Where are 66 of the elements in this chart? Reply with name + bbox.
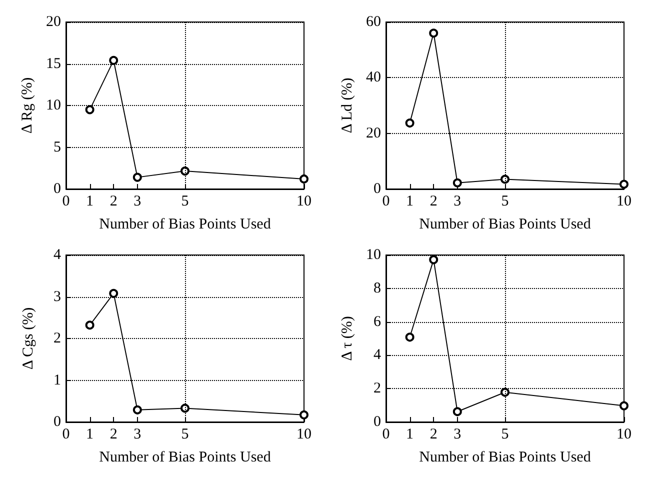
y-axis-title: Δ Rg (%)	[20, 77, 36, 134]
point	[109, 56, 118, 65]
point	[405, 332, 414, 342]
point	[429, 28, 438, 38]
x-tick-label: 1	[86, 426, 94, 442]
y-tick-label: 0	[54, 414, 61, 430]
x-axis-title: Number of Bias Points Used	[419, 450, 592, 466]
x-tick-label: 2	[430, 194, 438, 210]
x-axis-title: Number of Bias Points Used	[99, 216, 272, 232]
x-tick-label: 5	[181, 426, 189, 442]
x-tick-label: 10	[296, 194, 312, 210]
y-tick-label: 15	[46, 56, 61, 72]
point	[405, 118, 414, 128]
point	[85, 320, 94, 330]
x-tick-label: 1	[406, 426, 414, 442]
x-tick-label: 2	[430, 426, 438, 442]
point	[132, 172, 142, 182]
x-tick-label: 1	[406, 194, 414, 210]
point	[180, 166, 190, 176]
x-tick-label: 3	[134, 194, 142, 210]
x-tick-label: 3	[454, 426, 462, 442]
y-tick-label: 40	[366, 70, 381, 86]
point	[85, 105, 94, 114]
x-tick-label: 5	[501, 426, 509, 442]
x-tick-label: 10	[296, 426, 312, 442]
point	[429, 255, 438, 264]
x-tick-label: 5	[501, 194, 509, 210]
point	[109, 288, 118, 298]
y-tick-label: 20	[46, 14, 61, 30]
point	[300, 410, 308, 420]
y-tick-label: 10	[366, 247, 381, 263]
y-axis-title: Δ Cgs (%)	[20, 307, 36, 370]
point	[452, 178, 462, 188]
y-tick-label: 3	[54, 288, 61, 305]
y-tick-label: 8	[374, 280, 381, 296]
y-axis-title: Δ τ (%)	[340, 316, 356, 361]
x-axis-title: Number of Bias Points Used	[99, 450, 272, 466]
y-tick-label: 1	[54, 372, 61, 388]
x-tick-label: 2	[110, 426, 118, 442]
y-tick-label: 10	[46, 98, 61, 114]
point	[300, 174, 308, 184]
y-tick-label: 2	[54, 330, 61, 346]
point	[620, 180, 628, 189]
x-axis-title: Number of Bias Points Used	[419, 216, 592, 232]
y-tick-label: 5	[54, 139, 61, 156]
y-axis-title: Δ Ld (%)	[340, 78, 356, 134]
x-tick-label: 5	[181, 194, 189, 210]
y-tick-label: 0	[54, 181, 61, 197]
y-tick-label: 6	[374, 314, 382, 330]
y-tick-label: 2	[374, 380, 381, 397]
x-tick-label: 3	[454, 194, 462, 210]
y-tick-label: 4	[374, 347, 382, 364]
y-tick-label: 20	[366, 125, 381, 142]
x-tick-label: 10	[616, 194, 632, 210]
point	[452, 407, 462, 416]
y-tick-label: 0	[374, 181, 381, 197]
y-tick-label: 4	[54, 247, 62, 263]
y-tick-label: 0	[374, 414, 381, 430]
y-tick-label: 60	[366, 14, 381, 30]
point	[180, 404, 190, 413]
point	[620, 401, 628, 410]
x-tick-label: 2	[110, 194, 118, 210]
x-tick-label: 1	[86, 194, 94, 210]
x-tick-label: 10	[616, 426, 632, 442]
x-tick-label: 3	[134, 426, 142, 442]
point	[132, 405, 142, 414]
